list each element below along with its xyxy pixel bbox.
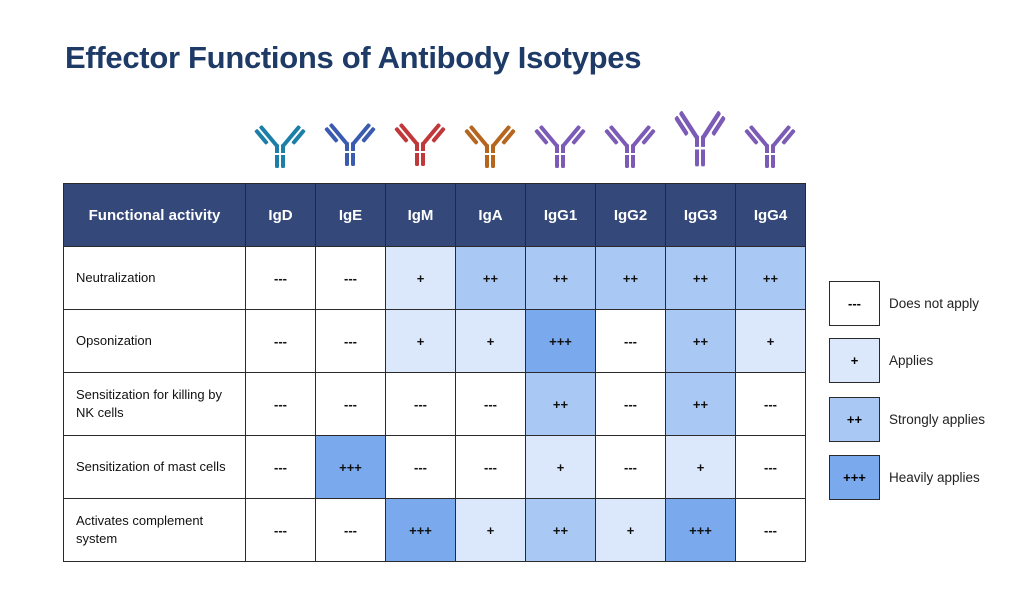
row-label: Sensitization of mast cells <box>63 435 246 499</box>
column-header: IgG4 <box>735 183 806 247</box>
cell: --- <box>245 435 316 499</box>
column-header: IgA <box>455 183 526 247</box>
antibody-icon <box>744 124 796 168</box>
header-row: Functional activity IgD IgE IgM IgA IgG1 IgG2 I… <box>63 183 806 247</box>
column-header: IgG3 <box>665 183 736 247</box>
table-body: Neutralization --- --- + ++ ++ ++ ++ ++ Opsonizat… <box>63 246 806 562</box>
table-row: Opsonization --- --- + + +++ --- ++ + <box>63 309 806 373</box>
cell: + <box>385 309 456 373</box>
antibody-icon <box>534 124 586 168</box>
cell: ++ <box>665 309 736 373</box>
cell: + <box>455 498 526 562</box>
cell: --- <box>315 498 386 562</box>
cell: + <box>665 435 736 499</box>
cell: ++ <box>525 498 596 562</box>
cell: --- <box>245 372 316 436</box>
cell: ++ <box>525 246 596 310</box>
cell: ++ <box>525 372 596 436</box>
legend-label: Does not apply <box>889 296 980 311</box>
legend-item: --- Does not apply <box>829 281 1019 326</box>
cell: + <box>525 435 596 499</box>
cell: --- <box>245 246 316 310</box>
cell: --- <box>595 309 666 373</box>
cell: +++ <box>525 309 596 373</box>
cell: + <box>385 246 456 310</box>
table-row: Activates complement system --- --- +++ + ++ +… <box>63 498 806 562</box>
cell: --- <box>595 372 666 436</box>
title: Effector Functions of Antibody Isotypes <box>65 40 642 75</box>
cell: --- <box>595 435 666 499</box>
legend-label: Strongly applies <box>889 412 986 427</box>
cell: --- <box>385 435 456 499</box>
legend-label: Applies <box>889 353 934 368</box>
table-row: Neutralization --- --- + ++ ++ ++ ++ ++ <box>63 246 806 310</box>
cell: + <box>595 498 666 562</box>
cell: ++ <box>595 246 666 310</box>
cell: ++ <box>665 246 736 310</box>
antibody-icon <box>324 122 376 166</box>
legend-swatch: ++ <box>829 397 880 442</box>
cell: ++ <box>735 246 806 310</box>
column-header: IgG1 <box>525 183 596 247</box>
row-label: Activates complement system <box>63 498 246 562</box>
antibody-icon <box>254 124 306 168</box>
legend-swatch: +++ <box>829 455 880 500</box>
legend-label: Heavily applies <box>889 470 980 485</box>
row-label: Sensitization for killing by NK cells <box>63 372 246 436</box>
cell: --- <box>455 435 526 499</box>
cell: + <box>735 309 806 373</box>
cell: --- <box>735 372 806 436</box>
column-header: IgD <box>245 183 316 247</box>
cell: --- <box>455 372 526 436</box>
column-header: IgM <box>385 183 456 247</box>
legend-item: ++ Strongly applies <box>829 397 1019 442</box>
cell: --- <box>315 309 386 373</box>
cell: +++ <box>665 498 736 562</box>
table: Functional activity IgD IgE IgM IgA IgG1 IgG2 I… <box>63 183 806 562</box>
cell: --- <box>735 498 806 562</box>
cell: +++ <box>315 435 386 499</box>
antibody-icon <box>464 124 516 168</box>
cell: --- <box>245 309 316 373</box>
row-label: Opsonization <box>63 309 246 373</box>
cell: --- <box>735 435 806 499</box>
legend-item: +++ Heavily applies <box>829 455 1019 500</box>
antibody-icon <box>674 110 726 167</box>
cell: --- <box>245 498 316 562</box>
legend-item: + Applies <box>829 338 1019 383</box>
cell: +++ <box>385 498 456 562</box>
cell: + <box>455 309 526 373</box>
column-header: IgG2 <box>595 183 666 247</box>
antibody-icon <box>604 124 656 168</box>
table-row: Sensitization for killing by NK cells ---… <box>63 372 806 436</box>
column-header: Functional activity <box>63 183 246 247</box>
antibody-icons <box>254 110 796 168</box>
antibody-icon <box>394 122 446 166</box>
cell: --- <box>315 372 386 436</box>
cell: ++ <box>665 372 736 436</box>
row-label: Neutralization <box>63 246 246 310</box>
legend-swatch: --- <box>829 281 880 326</box>
cell: --- <box>315 246 386 310</box>
column-header: IgE <box>315 183 386 247</box>
cell: --- <box>385 372 456 436</box>
table-row: Sensitization of mast cells --- +++ --- --- +… <box>63 435 806 499</box>
legend-swatch: + <box>829 338 880 383</box>
cell: ++ <box>455 246 526 310</box>
